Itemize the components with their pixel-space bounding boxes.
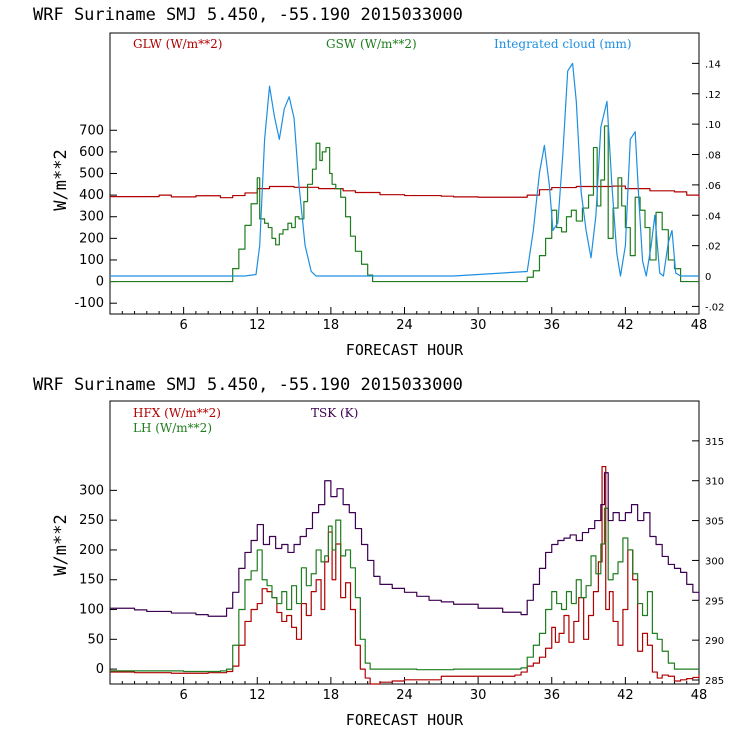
x-tick-label: 18 xyxy=(323,318,340,333)
bottom-axes: 6 12 18 24 30 36 42 48 0 50 100 150 200 250 300 285 290 2… xyxy=(79,437,724,703)
top-series xyxy=(110,62,700,283)
bottom-chart-title: WRF Suriname SMJ 5.450, -55.190 20150330… xyxy=(33,375,463,395)
series-line-lh xyxy=(110,507,699,673)
top-legend-glw: GLW (W/m**2) xyxy=(133,37,222,51)
x-tick-label: 6 xyxy=(179,318,187,333)
x-tick-label: 42 xyxy=(617,318,634,333)
y2-tick-label: 295 xyxy=(705,596,724,607)
y-tick-label: 100 xyxy=(79,603,104,618)
bottom-plot-frame xyxy=(109,400,700,685)
y-tick-label: 150 xyxy=(79,573,104,588)
y2-tick-label: .14 xyxy=(705,59,721,70)
y2-tick-label: .06 xyxy=(705,181,721,192)
x-tick-label: 48 xyxy=(691,318,708,333)
x-tick-label: 24 xyxy=(396,688,413,703)
x-tick-label: 48 xyxy=(691,688,708,703)
top-legend-gsw: GSW (W/m**2) xyxy=(326,37,417,51)
series-line-integrated xyxy=(110,62,699,277)
x-tick-label: 6 xyxy=(179,688,187,703)
top-legend-cloud: Integrated cloud (mm) xyxy=(494,37,632,51)
bottom-x-axis-label: FORECAST HOUR xyxy=(346,711,464,729)
top-chart-title: WRF Suriname SMJ 5.450, -55.190 20150330… xyxy=(33,5,463,25)
x-tick-label: 18 xyxy=(323,688,340,703)
y-tick-label: 300 xyxy=(79,210,104,225)
y2-tick-label: .02 xyxy=(705,242,721,253)
y2-tick-label: -.02 xyxy=(705,302,725,313)
y-tick-label: -100 xyxy=(74,296,104,311)
series-line-glw xyxy=(110,185,700,199)
x-tick-label: 36 xyxy=(543,688,560,703)
y2-tick-label: .08 xyxy=(705,151,721,162)
series-line-tsk xyxy=(110,472,700,617)
series-line-gsw xyxy=(110,125,699,283)
bottom-panel: WRF Suriname SMJ 5.450, -55.190 20150330… xyxy=(33,375,724,729)
y-tick-label: 50 xyxy=(87,632,104,647)
top-axes: 6 12 18 24 30 36 42 48 -100 0 100 200 300 400 500 600 70… xyxy=(74,59,724,333)
y2-tick-label: 310 xyxy=(705,477,724,488)
y2-tick-label: 315 xyxy=(705,437,724,448)
top-y-axis-label: W/m**2 xyxy=(51,149,71,210)
bottom-legend-hfx: HFX (W/m**2) xyxy=(133,406,221,420)
bottom-y-axis-label: W/m**2 xyxy=(51,514,71,575)
y2-tick-label: .10 xyxy=(705,120,721,131)
x-tick-label: 12 xyxy=(249,318,266,333)
y-tick-label: 600 xyxy=(79,145,104,160)
series-line-hfx xyxy=(110,465,700,685)
x-tick-label: 12 xyxy=(249,688,266,703)
y-tick-label: 500 xyxy=(79,167,104,182)
x-tick-label: 30 xyxy=(470,318,487,333)
y2-tick-label: 300 xyxy=(705,556,724,567)
y2-tick-label: 0 xyxy=(705,272,711,283)
y-tick-label: 250 xyxy=(79,513,104,528)
x-tick-label: 30 xyxy=(470,688,487,703)
y-tick-label: 400 xyxy=(79,188,104,203)
top-x-axis-label: FORECAST HOUR xyxy=(346,341,464,359)
top-panel: WRF Suriname SMJ 5.450, -55.190 20150330… xyxy=(33,5,725,359)
bottom-series xyxy=(110,465,700,685)
y2-tick-label: 285 xyxy=(705,676,724,687)
bottom-legend-lh: LH (W/m**2) xyxy=(133,421,212,435)
x-tick-label: 36 xyxy=(543,318,560,333)
y2-tick-label: 305 xyxy=(705,517,724,528)
y-tick-label: 200 xyxy=(79,543,104,558)
y-tick-label: 700 xyxy=(79,123,104,138)
y2-tick-label: .12 xyxy=(705,90,721,101)
y-tick-label: 0 xyxy=(96,662,104,677)
bottom-legend-tsk: TSK (K) xyxy=(311,406,358,420)
x-tick-label: 24 xyxy=(396,318,413,333)
y-tick-label: 0 xyxy=(96,275,104,290)
y-tick-label: 100 xyxy=(79,253,104,268)
x-tick-label: 42 xyxy=(617,688,634,703)
y-tick-label: 300 xyxy=(79,483,104,498)
y2-tick-label: 290 xyxy=(705,636,724,647)
y2-tick-label: .04 xyxy=(705,211,721,222)
y-tick-label: 200 xyxy=(79,231,104,246)
